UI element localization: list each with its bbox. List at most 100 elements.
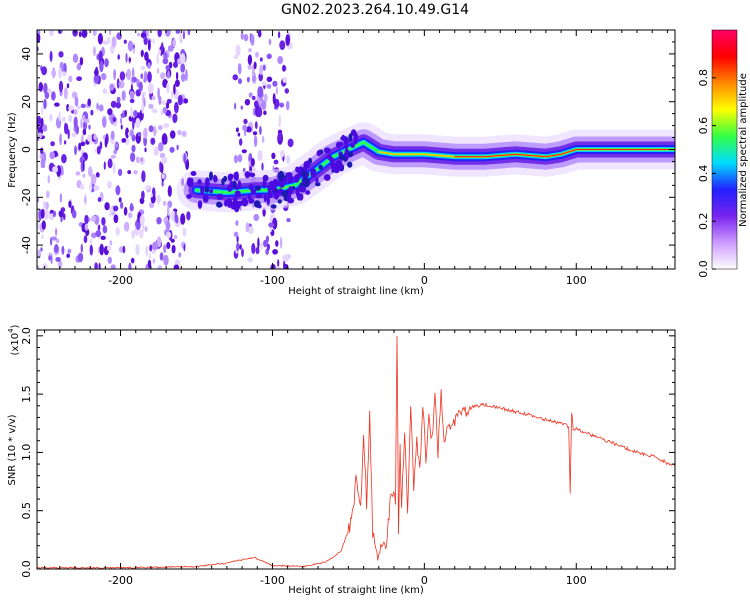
heatmap-cell (130, 152, 136, 163)
heatmap-cell (139, 215, 145, 226)
heatmap-cell (62, 71, 67, 77)
heatmap-cell (64, 123, 69, 135)
heatmap-cell (233, 54, 239, 60)
heatmap-cell (129, 129, 134, 137)
heatmap-cell (42, 151, 47, 164)
heatmap-cell (183, 153, 187, 164)
heatmap-cell (43, 98, 47, 110)
heatmap-cell (344, 143, 349, 150)
colorbar: 0.0 0.2 0.4 0.6 0.8 Normalized spectral ampl… (697, 29, 749, 278)
heatmap-cell (263, 110, 267, 116)
heatmap-cell (341, 134, 346, 141)
colorbar-tick-label: 0.2 (697, 212, 710, 230)
heatmap-cell (263, 193, 267, 203)
heatmap-cell (256, 106, 263, 118)
heatmap-cell (82, 160, 85, 172)
heatmap-cell (51, 236, 58, 241)
heatmap-cell (173, 264, 180, 269)
x-tick-label: -100 (260, 574, 285, 587)
heatmap-cell (262, 178, 267, 189)
heatmap-cell (233, 154, 238, 164)
heatmap-cell (172, 38, 176, 48)
heatmap-cell (140, 157, 143, 162)
heatmap-cell (45, 201, 49, 210)
heatmap-cell (294, 174, 300, 183)
heatmap-cell (107, 256, 113, 264)
heatmap-ridge-core (378, 151, 395, 156)
heatmap-cell (82, 121, 88, 130)
heatmap-cell (186, 194, 192, 199)
heatmap-cell (162, 107, 167, 114)
heatmap-cell (268, 38, 272, 46)
heatmap-cell (66, 253, 70, 258)
heatmap-cell (93, 185, 100, 191)
heatmap-cell (277, 170, 285, 181)
heatmap-cell (96, 102, 99, 110)
heatmap-cell (165, 102, 170, 109)
heatmap-cell (157, 87, 160, 100)
heatmap-cell (150, 137, 156, 145)
heatmap-ridge-core (545, 153, 562, 158)
y-tick-label: 0.5 (20, 502, 33, 519)
heatmap-cell (68, 200, 72, 208)
heatmap-cell (238, 78, 242, 85)
heatmap-cell (125, 136, 130, 146)
heatmap-cell (279, 236, 283, 249)
heatmap-cell (178, 252, 182, 258)
heatmap-cell (66, 83, 70, 89)
heatmap-cell (91, 215, 96, 222)
heatmap-cell (197, 179, 202, 185)
heatmap-cell (118, 197, 122, 203)
heatmap-cell (330, 162, 336, 170)
heatmap-cell (156, 236, 162, 248)
heatmap-cell (259, 64, 263, 76)
heatmap-cell (181, 130, 187, 137)
heatmap-cell (233, 231, 239, 237)
heatmap-cell (255, 51, 259, 58)
heatmap-cell (147, 62, 151, 69)
heatmap-cell (202, 194, 209, 203)
heatmap-cell (234, 171, 239, 181)
heatmap-cell (73, 109, 78, 115)
heatmap-cell (277, 31, 281, 39)
heatmap-cell (84, 223, 89, 231)
heatmap-cell (169, 130, 176, 139)
snr-ticks: -200 -100 0 100 0.0 0.5 1.0 1.5 2.0 (20, 327, 675, 587)
snr-y-axis-label: SNR (10 * v/v) (7, 414, 18, 485)
heatmap-cell (130, 257, 135, 264)
heatmap-cell (82, 114, 86, 123)
heatmap-cell (37, 197, 40, 203)
heatmap-cell (128, 57, 132, 62)
heatmap-ridge-core (560, 148, 577, 155)
heatmap-cell (50, 141, 55, 147)
heatmap-cell (166, 82, 170, 94)
heatmap-cell (297, 168, 303, 177)
heatmap-cell (205, 177, 210, 187)
heatmap-cell (257, 237, 260, 249)
heatmap-cell (58, 260, 63, 269)
snr-frame (36, 329, 676, 570)
heatmap-cell (190, 171, 197, 176)
page-title: GN02.2023.264.10.49.G14 (280, 2, 470, 18)
heatmap-cell (74, 145, 77, 156)
heatmap-cell (310, 168, 317, 178)
heatmap-cell (89, 182, 93, 192)
heatmap-cell (141, 170, 146, 183)
heatmap-cell (68, 75, 73, 83)
heatmap-cell (129, 98, 135, 104)
heatmap-cell (76, 62, 82, 71)
heatmap-cell (90, 173, 97, 185)
heatmap-cell (254, 185, 261, 191)
heatmap-cell (183, 243, 186, 252)
heatmap-cell (58, 51, 64, 58)
heatmap-cell (239, 138, 243, 146)
heatmap-cell (254, 100, 259, 107)
heatmap-cell (78, 142, 82, 151)
heatmap-cell (157, 265, 163, 269)
heatmap-cell (104, 58, 109, 68)
heatmap-cell (113, 205, 119, 212)
heatmap-cell (140, 32, 147, 38)
y-tick-label: 0 (20, 146, 33, 153)
heatmap-cell (41, 234, 44, 239)
